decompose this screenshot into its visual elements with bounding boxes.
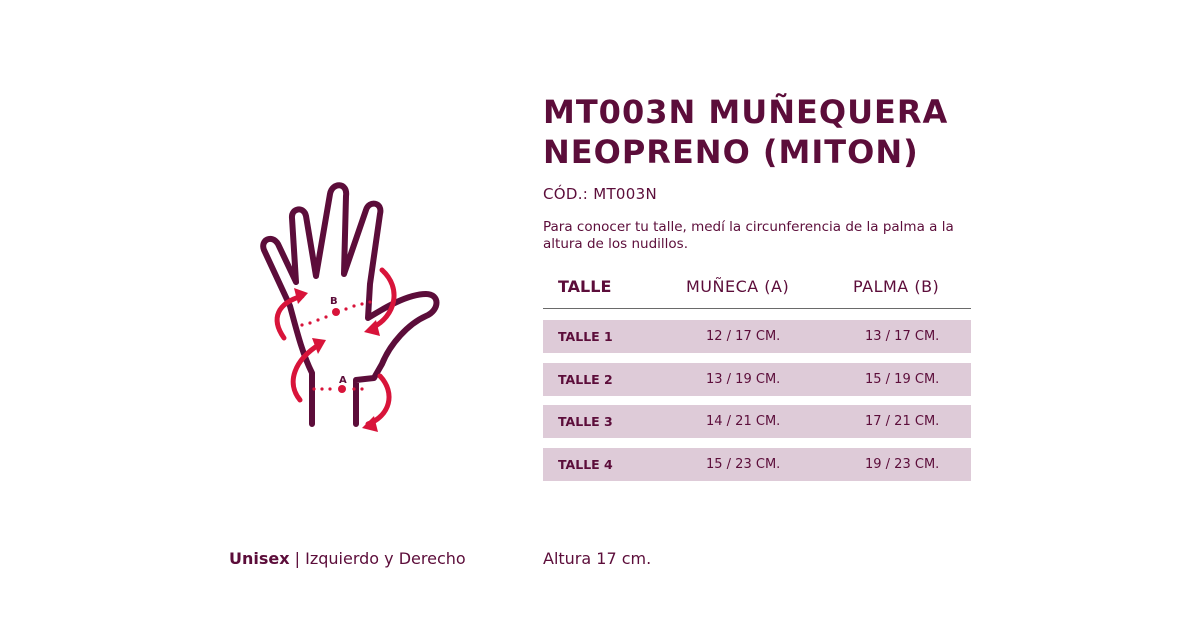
arrow-heads <box>294 288 380 432</box>
cell-palma: 15 / 19 CM. <box>865 372 940 387</box>
height-info: Altura 17 cm. <box>543 549 652 568</box>
header-muneca: MUÑECA (A) <box>686 277 790 296</box>
palm-measure-b <box>300 300 372 327</box>
cell-palma: 17 / 21 CM. <box>865 414 940 429</box>
wrist-measure-a <box>312 385 364 393</box>
cell-muneca: 15 / 23 CM. <box>706 457 781 472</box>
label-a: A <box>339 375 347 386</box>
cell-palma: 19 / 23 CM. <box>865 457 940 472</box>
cell-talle: TALLE 3 <box>558 414 613 429</box>
cell-muneca: 12 / 17 CM. <box>706 329 781 344</box>
cell-palma: 13 / 17 CM. <box>865 329 940 344</box>
hand-measurement-icon: B A <box>260 182 440 432</box>
cell-muneca: 13 / 19 CM. <box>706 372 781 387</box>
title-line-1: MT003N MUÑEQUERA <box>543 93 949 131</box>
table-header: TALLE MUÑECA (A) PALMA (B) <box>543 272 971 309</box>
product-title: MT003N MUÑEQUERA NEOPRENO (MITON) <box>543 92 973 172</box>
size-table: TALLE MUÑECA (A) PALMA (B) TALLE 1 12 / … <box>543 272 971 481</box>
unisex-label: Unisex <box>229 549 290 568</box>
measure-arrows <box>274 267 397 427</box>
separator: | <box>294 549 301 568</box>
header-palma: PALMA (B) <box>853 277 940 296</box>
table-row: TALLE 1 12 / 17 CM. 13 / 17 CM. <box>543 320 971 353</box>
cell-talle: TALLE 4 <box>558 457 613 472</box>
cell-muneca: 14 / 21 CM. <box>706 414 781 429</box>
label-b: B <box>330 296 338 307</box>
hand-diagram: B A <box>250 178 470 438</box>
sides-label: Izquierdo y Derecho <box>305 549 466 568</box>
hand-outline <box>260 182 440 427</box>
header-talle: TALLE <box>558 277 612 296</box>
cell-talle: TALLE 1 <box>558 329 613 344</box>
table-row: TALLE 2 13 / 19 CM. 15 / 19 CM. <box>543 363 971 396</box>
table-row: TALLE 4 15 / 23 CM. 19 / 23 CM. <box>543 448 971 481</box>
gender-sides-info: Unisex | Izquierdo y Derecho <box>229 549 466 568</box>
title-line-2: NEOPRENO (MITON) <box>543 133 919 171</box>
cell-talle: TALLE 2 <box>558 372 613 387</box>
table-row: TALLE 3 14 / 21 CM. 17 / 21 CM. <box>543 405 971 438</box>
measurement-instructions: Para conocer tu talle, medí la circunfer… <box>543 219 954 252</box>
product-code: CÓD.: MT003N <box>543 185 657 203</box>
